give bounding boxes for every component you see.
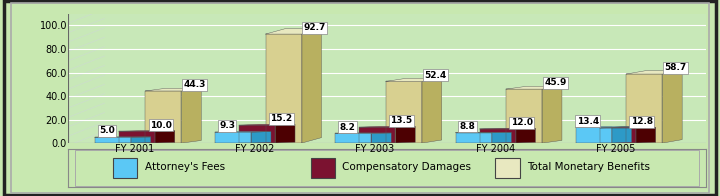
Polygon shape <box>480 129 516 143</box>
FancyBboxPatch shape <box>495 158 520 178</box>
Polygon shape <box>359 127 395 143</box>
Polygon shape <box>422 78 441 143</box>
Text: 45.9: 45.9 <box>544 78 567 87</box>
Polygon shape <box>456 132 511 133</box>
Text: 92.7: 92.7 <box>304 23 326 32</box>
Polygon shape <box>239 124 295 125</box>
Text: 9.3: 9.3 <box>219 121 235 130</box>
FancyBboxPatch shape <box>113 158 138 178</box>
Polygon shape <box>636 127 656 143</box>
Polygon shape <box>266 29 321 34</box>
Polygon shape <box>275 124 295 143</box>
Polygon shape <box>506 86 562 89</box>
FancyBboxPatch shape <box>310 158 335 178</box>
Polygon shape <box>612 127 631 143</box>
Polygon shape <box>626 74 662 143</box>
Text: 13.5: 13.5 <box>390 116 413 125</box>
Polygon shape <box>359 126 415 127</box>
Text: 8.8: 8.8 <box>459 122 475 131</box>
Text: 12.0: 12.0 <box>510 118 533 127</box>
Polygon shape <box>492 132 511 143</box>
FancyBboxPatch shape <box>75 151 699 186</box>
Polygon shape <box>181 88 202 143</box>
Polygon shape <box>155 131 175 143</box>
Text: Compensatory Damages: Compensatory Damages <box>343 162 472 172</box>
Polygon shape <box>480 128 536 129</box>
Polygon shape <box>626 71 682 74</box>
Text: Attorney's Fees: Attorney's Fees <box>145 162 225 172</box>
Polygon shape <box>506 89 542 143</box>
Polygon shape <box>600 128 636 143</box>
Text: 8.2: 8.2 <box>339 123 355 132</box>
Polygon shape <box>386 82 422 143</box>
Text: 12.8: 12.8 <box>631 117 653 126</box>
Polygon shape <box>600 127 656 128</box>
Polygon shape <box>336 133 372 143</box>
Polygon shape <box>516 128 536 143</box>
Polygon shape <box>145 88 202 91</box>
Polygon shape <box>266 34 302 143</box>
Polygon shape <box>576 127 612 143</box>
Polygon shape <box>239 125 275 143</box>
Text: 10.0: 10.0 <box>150 121 172 130</box>
Polygon shape <box>119 131 155 143</box>
Polygon shape <box>95 137 131 143</box>
Text: Total Monetary Benefits: Total Monetary Benefits <box>527 162 650 172</box>
Text: 5.0: 5.0 <box>99 126 114 135</box>
Polygon shape <box>542 86 562 143</box>
Text: 58.7: 58.7 <box>665 63 687 72</box>
Polygon shape <box>145 91 181 143</box>
Polygon shape <box>662 71 682 143</box>
FancyBboxPatch shape <box>50 143 720 149</box>
Polygon shape <box>372 133 391 143</box>
Polygon shape <box>131 137 150 143</box>
Text: 52.4: 52.4 <box>424 71 446 80</box>
Polygon shape <box>386 78 441 82</box>
Polygon shape <box>215 132 251 143</box>
Text: 13.4: 13.4 <box>577 117 599 126</box>
Polygon shape <box>302 29 321 143</box>
Text: 15.2: 15.2 <box>270 114 292 123</box>
Text: 44.3: 44.3 <box>184 80 206 89</box>
Polygon shape <box>456 133 492 143</box>
Polygon shape <box>395 126 415 143</box>
Polygon shape <box>251 132 271 143</box>
